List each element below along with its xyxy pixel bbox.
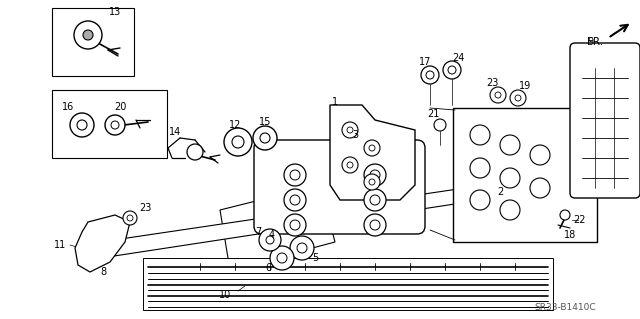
Circle shape — [443, 61, 461, 79]
Text: 10: 10 — [219, 290, 231, 300]
Circle shape — [253, 126, 277, 150]
Text: 22: 22 — [573, 215, 586, 225]
Circle shape — [77, 120, 87, 130]
Bar — [143, 258, 553, 310]
Circle shape — [421, 66, 439, 84]
Circle shape — [470, 158, 490, 178]
Circle shape — [297, 243, 307, 253]
Circle shape — [364, 140, 380, 156]
Text: 18: 18 — [564, 230, 576, 240]
Circle shape — [515, 95, 521, 101]
Text: 2: 2 — [497, 187, 503, 197]
Circle shape — [284, 214, 306, 236]
Circle shape — [364, 189, 386, 211]
Text: 14: 14 — [169, 127, 181, 137]
Polygon shape — [80, 165, 625, 260]
Text: 17: 17 — [419, 57, 431, 67]
Circle shape — [364, 214, 386, 236]
Circle shape — [364, 164, 386, 186]
Text: 12: 12 — [229, 120, 241, 130]
Circle shape — [500, 135, 520, 155]
Circle shape — [277, 253, 287, 263]
Circle shape — [426, 71, 434, 79]
Circle shape — [290, 170, 300, 180]
Text: 23: 23 — [486, 78, 498, 88]
Circle shape — [127, 215, 133, 221]
Text: 5: 5 — [312, 253, 318, 263]
Text: SR33-B1410C: SR33-B1410C — [534, 303, 596, 313]
FancyBboxPatch shape — [254, 140, 425, 234]
Circle shape — [530, 145, 550, 165]
Circle shape — [290, 236, 314, 260]
Circle shape — [530, 178, 550, 198]
Circle shape — [266, 236, 274, 244]
Polygon shape — [330, 105, 415, 200]
Circle shape — [369, 179, 375, 185]
Text: 16: 16 — [62, 102, 74, 112]
Circle shape — [284, 189, 306, 211]
Circle shape — [70, 113, 94, 137]
Text: 20: 20 — [114, 102, 126, 112]
Text: 19: 19 — [519, 81, 531, 91]
Circle shape — [470, 190, 490, 210]
Circle shape — [500, 200, 520, 220]
Circle shape — [370, 220, 380, 230]
Text: 21: 21 — [427, 109, 439, 119]
Circle shape — [560, 210, 570, 220]
Circle shape — [232, 136, 244, 148]
Circle shape — [370, 195, 380, 205]
Circle shape — [495, 92, 501, 98]
Text: 6: 6 — [265, 263, 271, 273]
Circle shape — [470, 125, 490, 145]
Circle shape — [364, 174, 380, 190]
Polygon shape — [75, 215, 130, 272]
Circle shape — [369, 145, 375, 151]
Circle shape — [105, 115, 125, 135]
Text: 24: 24 — [452, 53, 464, 63]
Text: 1: 1 — [332, 97, 338, 107]
FancyBboxPatch shape — [570, 43, 640, 198]
Polygon shape — [220, 185, 335, 270]
Text: 15: 15 — [259, 117, 271, 127]
Circle shape — [270, 246, 294, 270]
Text: 3: 3 — [352, 130, 358, 140]
Text: 4: 4 — [269, 230, 275, 240]
Bar — [52, 8, 134, 76]
Text: 23: 23 — [139, 203, 151, 213]
Text: 11: 11 — [54, 240, 66, 250]
Circle shape — [290, 195, 300, 205]
FancyBboxPatch shape — [453, 108, 597, 242]
Circle shape — [342, 157, 358, 173]
Circle shape — [290, 220, 300, 230]
Circle shape — [259, 229, 281, 251]
Text: FR.: FR. — [587, 37, 603, 47]
Text: 8: 8 — [100, 267, 106, 277]
Text: 7: 7 — [255, 227, 261, 237]
Circle shape — [490, 87, 506, 103]
Circle shape — [342, 122, 358, 138]
Circle shape — [448, 66, 456, 74]
Circle shape — [224, 128, 252, 156]
Circle shape — [111, 121, 119, 129]
Text: 9: 9 — [587, 37, 593, 47]
Circle shape — [74, 21, 102, 49]
Circle shape — [284, 164, 306, 186]
Circle shape — [347, 162, 353, 168]
Circle shape — [500, 168, 520, 188]
Circle shape — [187, 144, 203, 160]
Circle shape — [510, 90, 526, 106]
Circle shape — [370, 170, 380, 180]
Circle shape — [260, 133, 270, 143]
Circle shape — [434, 119, 446, 131]
Circle shape — [123, 211, 137, 225]
Circle shape — [347, 127, 353, 133]
Bar — [52, 90, 167, 158]
Text: 13: 13 — [109, 7, 121, 17]
Circle shape — [83, 30, 93, 40]
